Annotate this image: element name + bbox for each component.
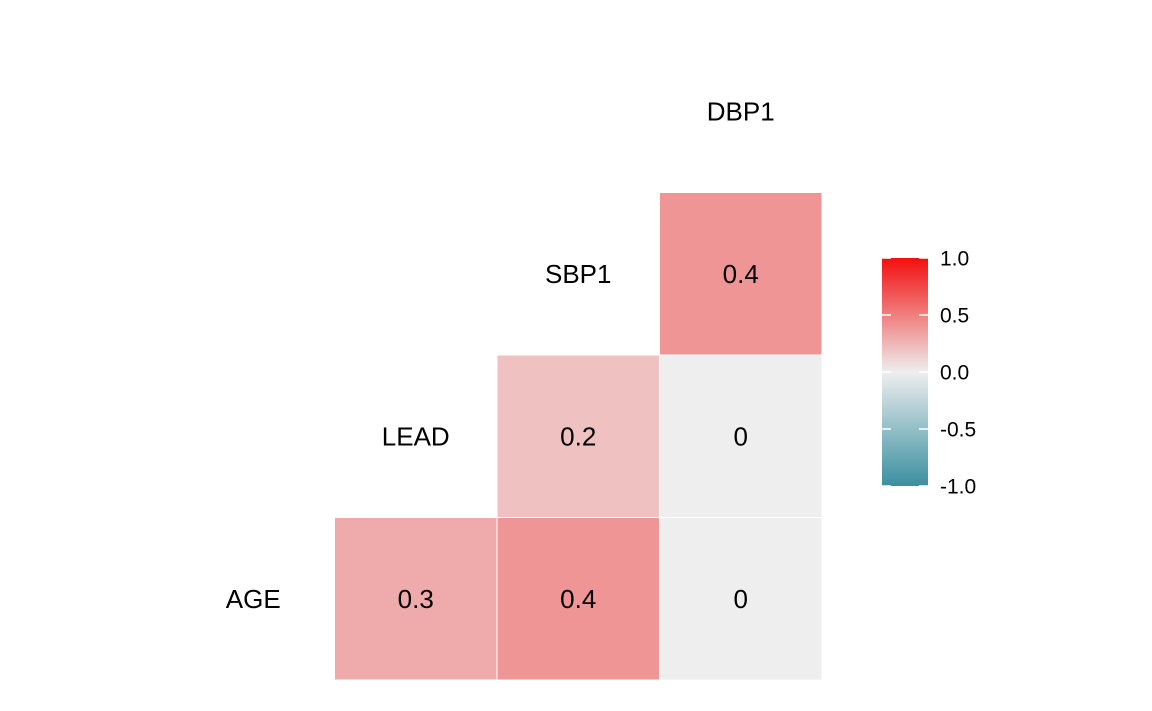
colorbar-tick-label: 0.0 bbox=[940, 362, 969, 385]
heatmap-cell-value: 0 bbox=[734, 584, 748, 614]
heatmap-cell-rect bbox=[496, 354, 660, 518]
variable-labels: AGE LEAD SBP1 DBP1 bbox=[226, 96, 775, 614]
heatmap-cell-value: 0.3 bbox=[398, 584, 434, 614]
colorbar-tick-label: 0.5 bbox=[940, 305, 969, 328]
heatmap-cell: 0.3 bbox=[334, 517, 498, 681]
heatmap-cell-rect bbox=[659, 354, 823, 518]
heatmap-cell-value: 0 bbox=[734, 421, 748, 451]
heatmap-cell-value: 0.4 bbox=[723, 259, 759, 289]
heatmap-cell: 0.4 bbox=[659, 192, 823, 356]
heatmap-cell-value: 0.4 bbox=[560, 584, 596, 614]
heatmap-cells: 0.3 0.4 0 0.2 0 0.4 bbox=[334, 192, 823, 681]
variable-label: DBP1 bbox=[707, 96, 775, 126]
heatmap-cell-rect bbox=[659, 192, 823, 356]
heatmap-cell: 0 bbox=[659, 517, 823, 681]
colorbar-tick-label: -0.5 bbox=[940, 419, 976, 442]
variable-label: AGE bbox=[226, 584, 281, 614]
variable-label: LEAD bbox=[382, 421, 450, 451]
colorbar-legend: 1.0 0.5 0.0 -0.5 -1.0 bbox=[882, 248, 976, 499]
heatmap-cell: 0.4 bbox=[496, 517, 660, 681]
heatmap-cell-rect bbox=[659, 517, 823, 681]
heatmap-cell: 0 bbox=[659, 354, 823, 518]
colorbar-tick-label: -1.0 bbox=[940, 476, 976, 499]
heatmap-cell-rect bbox=[334, 517, 498, 681]
heatmap-cell: 0.2 bbox=[496, 354, 660, 518]
colorbar-tick-label: 1.0 bbox=[940, 248, 969, 271]
variable-label: SBP1 bbox=[545, 259, 612, 289]
heatmap-cell-value: 0.2 bbox=[560, 421, 596, 451]
